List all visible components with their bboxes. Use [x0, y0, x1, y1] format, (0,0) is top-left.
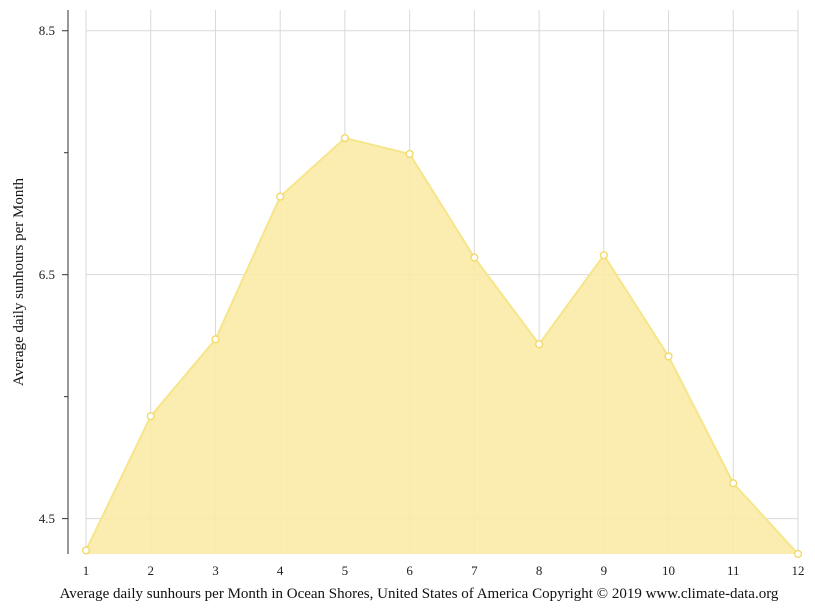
x-tick-label-7: 7	[471, 563, 478, 578]
axes	[62, 10, 69, 554]
data-point-month-10	[664, 352, 673, 361]
y-tick-labels: 4.5 6.5 8.5	[39, 23, 55, 526]
data-point-month-4	[276, 192, 285, 201]
data-markers	[81, 133, 803, 559]
y-tick-label-8.5: 8.5	[39, 23, 55, 38]
area-fill	[86, 138, 798, 554]
x-tick-labels: 1 2 3 4 5 6 7 8 9 10 11 12	[83, 563, 805, 578]
x-tick-label-12: 12	[792, 563, 805, 578]
x-tick-label-6: 6	[406, 563, 413, 578]
y-tick-label-6.5: 6.5	[39, 267, 55, 282]
x-tick-label-2: 2	[147, 563, 154, 578]
data-point-month-9	[599, 251, 608, 260]
x-tick-label-8: 8	[536, 563, 543, 578]
series-line	[85, 137, 799, 555]
data-point-month-3	[211, 335, 220, 344]
data-point-month-8	[534, 340, 544, 349]
data-point-month-6	[405, 149, 414, 159]
x-tick-label-10: 10	[662, 563, 675, 578]
data-point-month-11	[729, 479, 738, 488]
data-point-month-5	[340, 133, 350, 143]
data-point-month-7	[470, 253, 479, 262]
chart-caption: Average daily sunhours per Month in Ocea…	[60, 586, 779, 602]
data-point-month-2	[146, 412, 155, 421]
x-tick-label-4: 4	[277, 563, 284, 578]
y-tick-label-4.5: 4.5	[39, 511, 55, 526]
x-tick-label-3: 3	[212, 563, 219, 578]
y-axis-label: Average daily sunhours per Month	[11, 178, 27, 387]
x-tick-label-9: 9	[601, 563, 608, 578]
x-tick-label-11: 11	[727, 563, 740, 578]
x-tick-label-1: 1	[83, 563, 90, 578]
x-tick-label-5: 5	[342, 563, 349, 578]
data-point-month-1	[81, 546, 91, 555]
data-point-month-12	[793, 549, 803, 559]
